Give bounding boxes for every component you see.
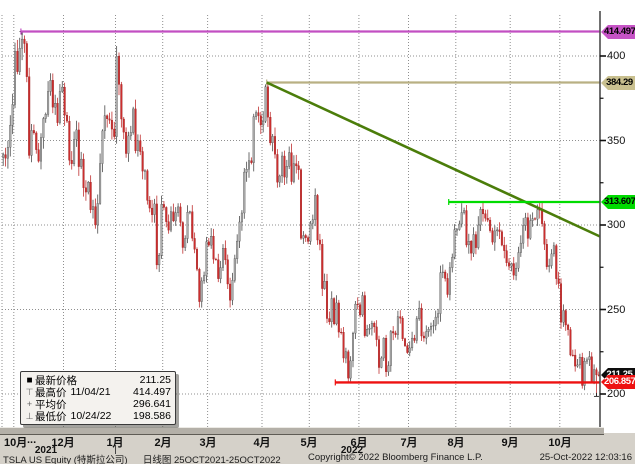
legend-date: 10/24/22 bbox=[70, 410, 112, 422]
month-label: 5月 bbox=[300, 437, 318, 449]
month-label: 8月 bbox=[447, 437, 465, 449]
downtrend-line bbox=[266, 81, 601, 238]
top-marker-icon: ⊤ bbox=[25, 386, 34, 397]
price-tag-313.607: 313.607 bbox=[601, 195, 635, 209]
footer-timestamp: 25-Oct-2022 12:03:16 bbox=[539, 452, 632, 463]
price-tag-206.857: 206.857 bbox=[601, 375, 635, 389]
time-axis-bar bbox=[0, 427, 604, 435]
low-marker bbox=[593, 392, 599, 397]
month-label: 3月 bbox=[199, 437, 217, 449]
month-label-ellipsis: ... bbox=[27, 434, 37, 446]
vertical-gridlines bbox=[1, 15, 561, 427]
month-label: 9月 bbox=[501, 437, 519, 449]
year-label-2021: 2021 bbox=[34, 445, 58, 456]
month-label: 1月 bbox=[106, 437, 124, 449]
price-tag-414.497: 414.497 bbox=[601, 25, 635, 39]
legend-date: 11/04/21 bbox=[70, 386, 111, 398]
price-tag-384.29: 384.29 bbox=[601, 76, 635, 90]
price-tick-label: 300 bbox=[607, 219, 626, 231]
legend-row: ⊥ 最低价 10/24/22 198.586 bbox=[24, 410, 171, 423]
legend-label: 最高价 bbox=[35, 386, 67, 399]
month-label: 12月 bbox=[51, 437, 75, 449]
month-label: 4月 bbox=[253, 437, 271, 449]
period-label: 日线图 25OCT2021-25OCT2022 bbox=[142, 455, 281, 464]
legend-value: 211.25 bbox=[139, 374, 171, 386]
footer-security: TSLA US Equity (特斯拉公司) 日线图 25OCT2021-25O… bbox=[3, 452, 281, 464]
month-label: 7月 bbox=[400, 437, 418, 449]
annotation-lines bbox=[20, 28, 601, 386]
bottom-marker-icon: ⊥ bbox=[25, 410, 34, 421]
price-tick-label: 250 bbox=[607, 303, 626, 316]
month-label: 10月 bbox=[548, 437, 572, 449]
plus-marker-icon: + bbox=[26, 399, 33, 409]
month-label-oct2021: 10月 bbox=[4, 437, 28, 449]
legend-row: ⊤ 最高价 11/04/21 414.497 bbox=[24, 386, 171, 399]
candles bbox=[2, 31, 600, 397]
price-axis bbox=[599, 11, 606, 433]
price-tick-label: 350 bbox=[607, 134, 626, 147]
legend-row: + 平均价 296.641 bbox=[24, 398, 171, 411]
year-separator-tick bbox=[115, 445, 116, 454]
bottom-chrome bbox=[0, 433, 635, 464]
price-tick-label: 200 bbox=[607, 388, 626, 400]
year-label-2022: 2022 bbox=[340, 445, 364, 456]
legend-value: 414.497 bbox=[133, 386, 171, 398]
legend-row: ■ 最新价格 211.25 bbox=[24, 374, 171, 387]
legend-label: 平均价 bbox=[35, 398, 67, 411]
square-icon: ■ bbox=[26, 374, 33, 386]
month-label: 2月 bbox=[154, 437, 172, 449]
legend-value: 198.586 bbox=[133, 410, 171, 422]
security-title: TSLA US Equity (特斯拉公司) bbox=[3, 455, 128, 464]
month-label: 6月 bbox=[350, 437, 368, 449]
legend-box: ■ 最新价格 211.25 ⊤ 最高价 11/04/21 414.497 + 平均价 296.64… bbox=[20, 371, 176, 425]
legend-label: 最新价格 bbox=[35, 374, 77, 387]
legend-label: 最低价 bbox=[35, 410, 67, 423]
footer-copyright: Copyright© 2022 Bloomberg Finance L.P. bbox=[308, 452, 483, 463]
legend-value: 296.641 bbox=[133, 398, 171, 410]
price-tick-label: 400 bbox=[607, 50, 626, 62]
